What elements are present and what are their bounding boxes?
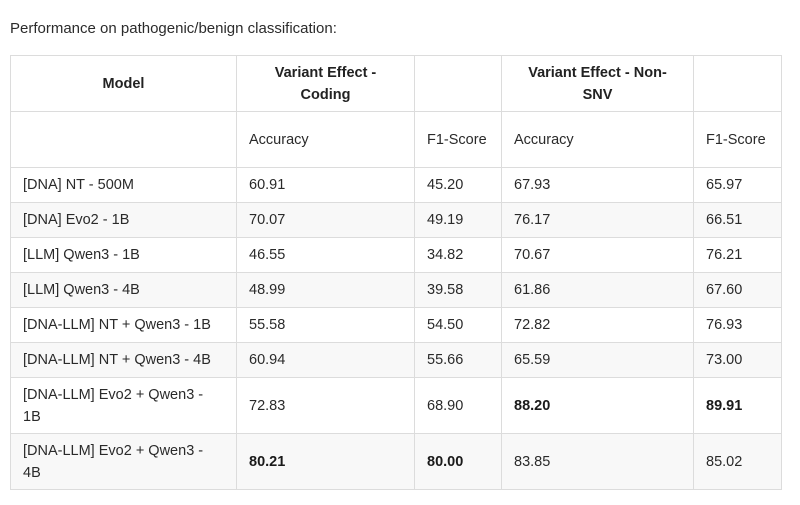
cell-accuracy-coding: 80.21 [236, 433, 415, 490]
cell-f1-non-snv: 66.51 [693, 202, 782, 238]
cell-accuracy-non-snv: 61.86 [501, 272, 694, 308]
table-row: [DNA] NT - 500M 60.91 45.20 67.93 65.97 [10, 167, 782, 203]
cell-f1-coding: 68.90 [414, 377, 502, 434]
table-row: [DNA-LLM] Evo2 + Qwen3 - 1B 72.83 68.90 … [10, 377, 782, 434]
header-variant-effect-coding: Variant Effect - Coding [236, 55, 415, 112]
header-empty-1 [414, 55, 502, 112]
table-row: [DNA-LLM] Evo2 + Qwen3 - 4B 80.21 80.00 … [10, 433, 782, 490]
cell-f1-coding: 34.82 [414, 237, 502, 273]
subheader-f1-coding: F1-Score [414, 111, 502, 168]
cell-f1-non-snv: 89.91 [693, 377, 782, 434]
cell-accuracy-coding: 46.55 [236, 237, 415, 273]
table-header-row: Model Variant Effect - Coding Variant Ef… [10, 55, 782, 112]
table-row: [DNA-LLM] NT + Qwen3 - 1B 55.58 54.50 72… [10, 307, 782, 343]
cell-f1-coding: 49.19 [414, 202, 502, 238]
table-subheader-row: Accuracy F1-Score Accuracy F1-Score [10, 111, 782, 168]
cell-accuracy-coding: 60.94 [236, 342, 415, 378]
header-variant-effect-non-snv: Variant Effect - Non-SNV [501, 55, 694, 112]
cell-accuracy-non-snv: 88.20 [501, 377, 694, 434]
cell-f1-non-snv: 67.60 [693, 272, 782, 308]
cell-f1-non-snv: 73.00 [693, 342, 782, 378]
cell-model: [DNA-LLM] Evo2 + Qwen3 - 1B [10, 377, 237, 434]
results-table: Model Variant Effect - Coding Variant Ef… [10, 55, 782, 490]
cell-model: [LLM] Qwen3 - 4B [10, 272, 237, 308]
subheader-empty [10, 111, 237, 168]
cell-f1-coding: 55.66 [414, 342, 502, 378]
cell-f1-coding: 54.50 [414, 307, 502, 343]
cell-accuracy-coding: 55.58 [236, 307, 415, 343]
cell-f1-coding: 45.20 [414, 167, 502, 203]
cell-accuracy-coding: 48.99 [236, 272, 415, 308]
subheader-accuracy-coding: Accuracy [236, 111, 415, 168]
cell-model: [LLM] Qwen3 - 1B [10, 237, 237, 273]
table-caption: Performance on pathogenic/benign classif… [10, 20, 337, 37]
table-row: [DNA] Evo2 - 1B 70.07 49.19 76.17 66.51 [10, 202, 782, 238]
cell-model: [DNA] Evo2 - 1B [10, 202, 237, 238]
cell-accuracy-coding: 60.91 [236, 167, 415, 203]
subheader-f1-non-snv: F1-Score [693, 111, 782, 168]
cell-f1-non-snv: 65.97 [693, 167, 782, 203]
table-row: [LLM] Qwen3 - 4B 48.99 39.58 61.86 67.60 [10, 272, 782, 308]
cell-accuracy-non-snv: 72.82 [501, 307, 694, 343]
cell-accuracy-non-snv: 83.85 [501, 433, 694, 490]
cell-model: [DNA] NT - 500M [10, 167, 237, 203]
table-row: [DNA-LLM] NT + Qwen3 - 4B 60.94 55.66 65… [10, 342, 782, 378]
cell-accuracy-non-snv: 76.17 [501, 202, 694, 238]
cell-accuracy-coding: 72.83 [236, 377, 415, 434]
table-row: [LLM] Qwen3 - 1B 46.55 34.82 70.67 76.21 [10, 237, 782, 273]
cell-model: [DNA-LLM] NT + Qwen3 - 4B [10, 342, 237, 378]
cell-accuracy-non-snv: 70.67 [501, 237, 694, 273]
cell-f1-non-snv: 85.02 [693, 433, 782, 490]
cell-f1-non-snv: 76.93 [693, 307, 782, 343]
cell-model: [DNA-LLM] NT + Qwen3 - 1B [10, 307, 237, 343]
cell-accuracy-non-snv: 67.93 [501, 167, 694, 203]
header-model: Model [10, 55, 237, 112]
cell-model: [DNA-LLM] Evo2 + Qwen3 - 4B [10, 433, 237, 490]
cell-accuracy-coding: 70.07 [236, 202, 415, 238]
cell-accuracy-non-snv: 65.59 [501, 342, 694, 378]
subheader-accuracy-non-snv: Accuracy [501, 111, 694, 168]
cell-f1-coding: 39.58 [414, 272, 502, 308]
header-empty-2 [693, 55, 782, 112]
cell-f1-coding: 80.00 [414, 433, 502, 490]
cell-f1-non-snv: 76.21 [693, 237, 782, 273]
